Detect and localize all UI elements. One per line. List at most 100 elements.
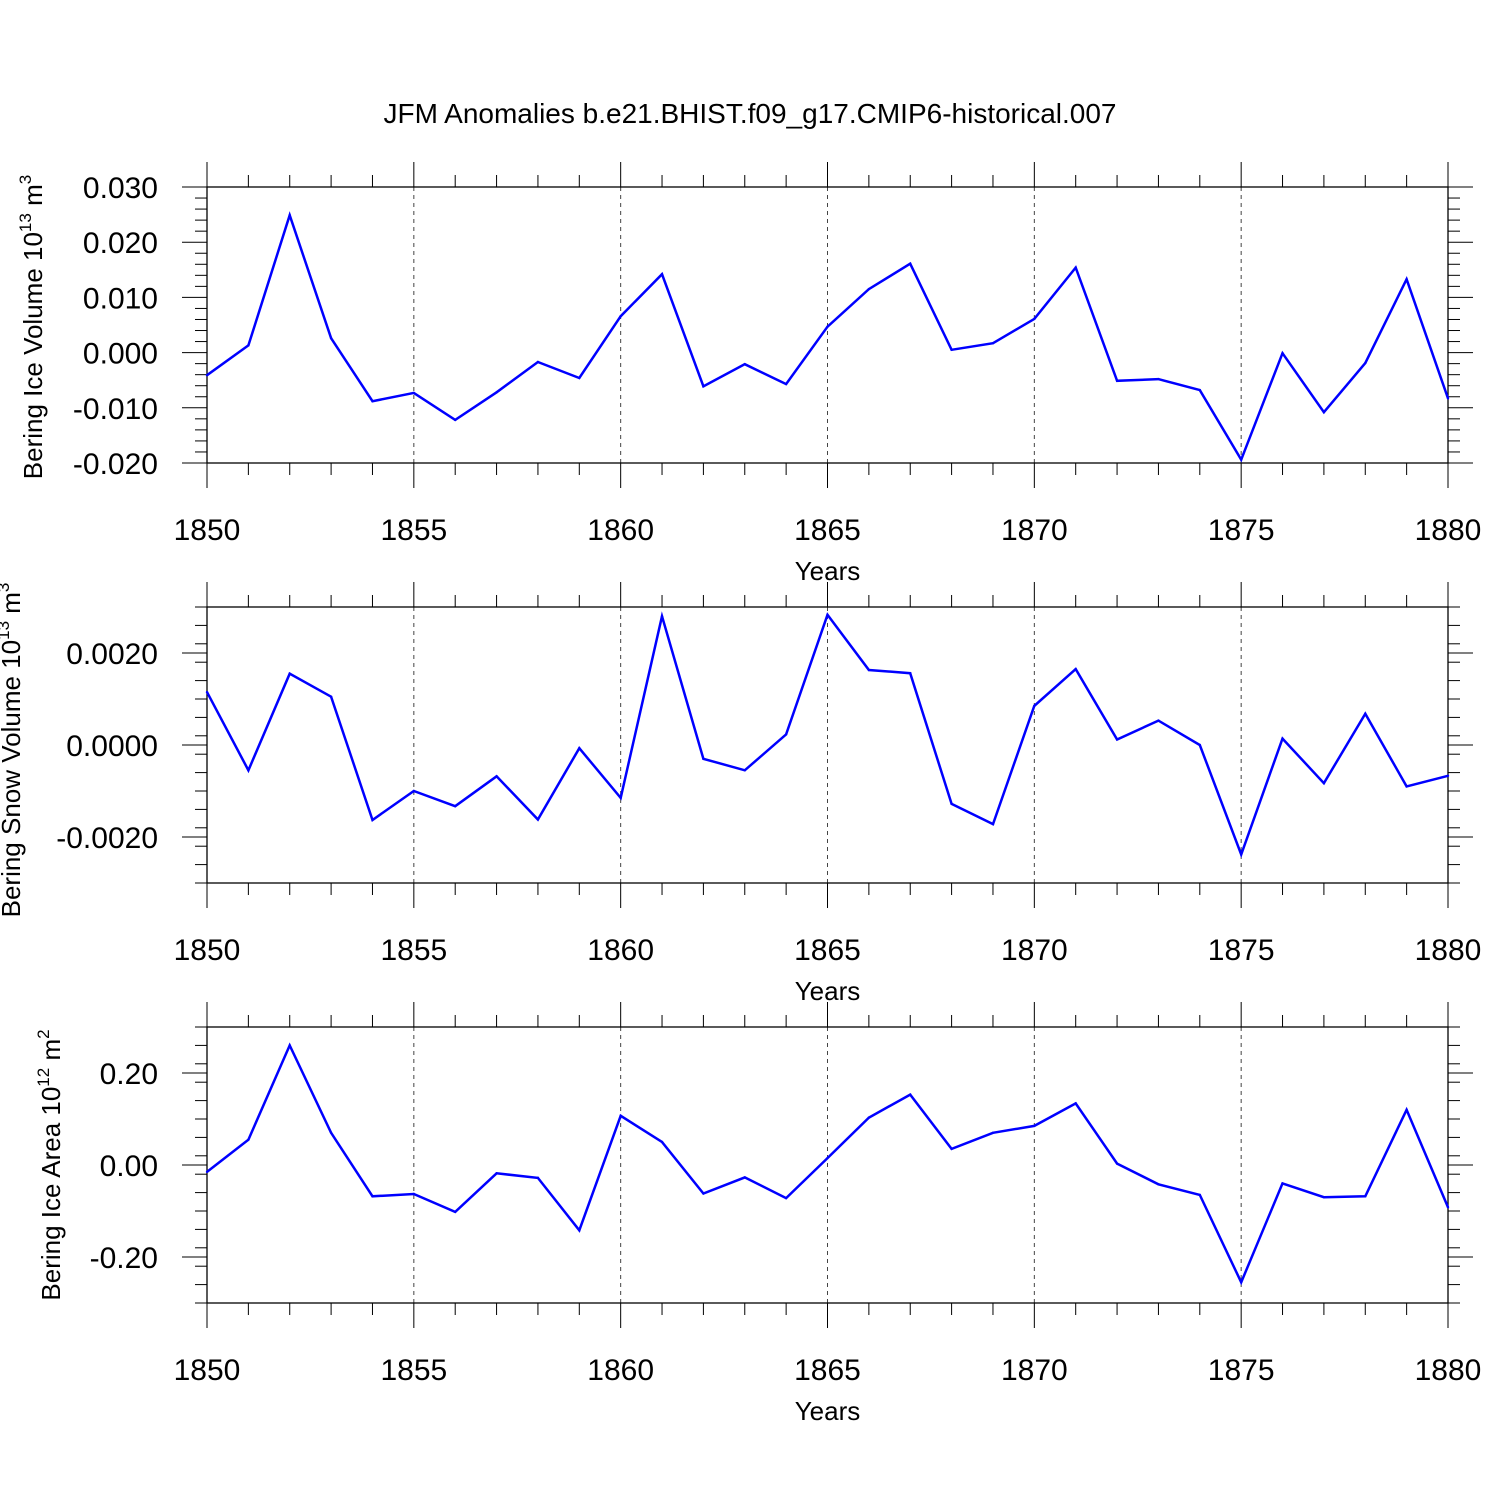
y-tick-label: 0.000 xyxy=(83,338,158,371)
data-point xyxy=(826,613,829,617)
data-point xyxy=(536,818,540,821)
x-tick-label: 1870 xyxy=(1001,514,1068,547)
data-point xyxy=(371,818,374,822)
data-point xyxy=(702,757,705,760)
data-point xyxy=(1198,1193,1202,1197)
data-point xyxy=(578,376,581,380)
data-point xyxy=(1281,1182,1284,1185)
x-tick-label: 1855 xyxy=(380,934,447,967)
data-point xyxy=(288,672,291,675)
x-tick-label: 1865 xyxy=(794,514,861,547)
data-point xyxy=(1281,737,1284,740)
data-point xyxy=(867,668,871,672)
data-point xyxy=(412,391,416,395)
data-point xyxy=(1405,277,1408,281)
data-point xyxy=(495,775,498,778)
data-point xyxy=(1157,377,1160,381)
data-point xyxy=(867,287,871,291)
data-point xyxy=(205,690,209,694)
chart-panel-1: -0.020 -0.010 0.000 0.010 0.020 0.030 1850 1855… xyxy=(16,162,1481,586)
data-point xyxy=(1322,411,1326,414)
data-point xyxy=(1364,1195,1367,1198)
data-point xyxy=(371,399,374,403)
data-point xyxy=(784,733,788,736)
y-axis-title: Bering Snow Volume 1013 m3 xyxy=(0,583,26,918)
y-tick-label: 0.0000 xyxy=(66,730,158,763)
x-tick-label: 1880 xyxy=(1415,1354,1482,1387)
data-point xyxy=(329,1131,333,1135)
data-point xyxy=(950,348,953,352)
data-point xyxy=(454,804,457,808)
data-point xyxy=(247,769,250,772)
data-point xyxy=(1074,1102,1077,1105)
data-point xyxy=(288,1044,291,1047)
x-tick-label: 1870 xyxy=(1001,1354,1068,1387)
x-tick-label: 1860 xyxy=(587,514,654,547)
data-point xyxy=(743,769,746,772)
y-tick-label: -0.20 xyxy=(90,1242,158,1275)
data-point xyxy=(412,789,416,793)
data-point xyxy=(909,1093,912,1096)
x-axis-title: Years xyxy=(795,976,861,1006)
data-point xyxy=(702,385,705,388)
y-axis-title: Bering Ice Volume 1013 m3 xyxy=(16,175,48,479)
data-point xyxy=(536,360,540,364)
data-point xyxy=(1115,1162,1119,1165)
y-tick-label: 0.20 xyxy=(100,1058,158,1091)
x-tick-label: 1865 xyxy=(794,934,861,967)
data-point xyxy=(1446,774,1450,778)
data-point xyxy=(619,1114,622,1117)
x-axis-title: Years xyxy=(795,556,861,586)
data-point xyxy=(950,1147,953,1151)
x-tick-label: 1875 xyxy=(1208,514,1275,547)
data-point xyxy=(1322,1196,1326,1199)
data-point xyxy=(1115,738,1119,741)
chart-panel-3: -0.20 0.00 0.20 1850 1855 1860 1865 1870 1875 188… xyxy=(34,1002,1481,1426)
x-tick-label: 1855 xyxy=(380,1354,447,1387)
y-tick-label: 0.0020 xyxy=(66,638,158,671)
x-tick-label: 1875 xyxy=(1208,934,1275,967)
figure-title: JFM Anomalies b.e21.BHIST.f09_g17.CMIP6-… xyxy=(383,98,1116,129)
y-tick-label: 0.00 xyxy=(100,1150,158,1183)
data-point xyxy=(454,418,457,422)
data-point xyxy=(1157,1183,1160,1186)
data-point xyxy=(1033,704,1036,708)
data-point xyxy=(1239,458,1243,461)
data-point xyxy=(743,362,746,366)
x-tick-label: 1850 xyxy=(174,514,241,547)
chart-panel-2: -0.0020 0.0000 0.0020 1850 1855 1860 1865 1870 1… xyxy=(0,582,1481,1006)
data-point xyxy=(743,1176,746,1179)
data-point xyxy=(950,802,953,806)
data-point xyxy=(991,1131,995,1135)
data-point xyxy=(536,1176,540,1180)
data-point xyxy=(660,1140,664,1144)
data-point xyxy=(991,342,995,345)
y-tick-label: 0.010 xyxy=(83,282,158,315)
data-point xyxy=(909,262,912,265)
x-tick-label: 1860 xyxy=(587,1354,654,1387)
x-tick-label: 1870 xyxy=(1001,934,1068,967)
data-point xyxy=(826,1156,829,1160)
data-point xyxy=(619,796,622,800)
x-tick-label: 1850 xyxy=(174,1354,241,1387)
data-point xyxy=(826,325,829,328)
data-point xyxy=(1322,781,1326,785)
data-point xyxy=(329,695,333,698)
data-point xyxy=(1074,667,1077,671)
x-tick-label: 1880 xyxy=(1415,934,1482,967)
data-point xyxy=(329,337,333,340)
x-tick-label: 1860 xyxy=(587,934,654,967)
data-point xyxy=(1364,712,1367,715)
data-point xyxy=(578,747,581,750)
data-point xyxy=(247,344,250,347)
data-point xyxy=(371,1195,374,1198)
y-tick-label: 0.020 xyxy=(83,227,158,260)
y-tick-label: -0.020 xyxy=(73,448,158,481)
data-point xyxy=(495,391,498,394)
data-point xyxy=(1198,743,1202,747)
data-point xyxy=(660,273,664,276)
data-point xyxy=(412,1192,416,1196)
x-tick-label: 1855 xyxy=(380,514,447,547)
data-point xyxy=(867,1116,871,1119)
